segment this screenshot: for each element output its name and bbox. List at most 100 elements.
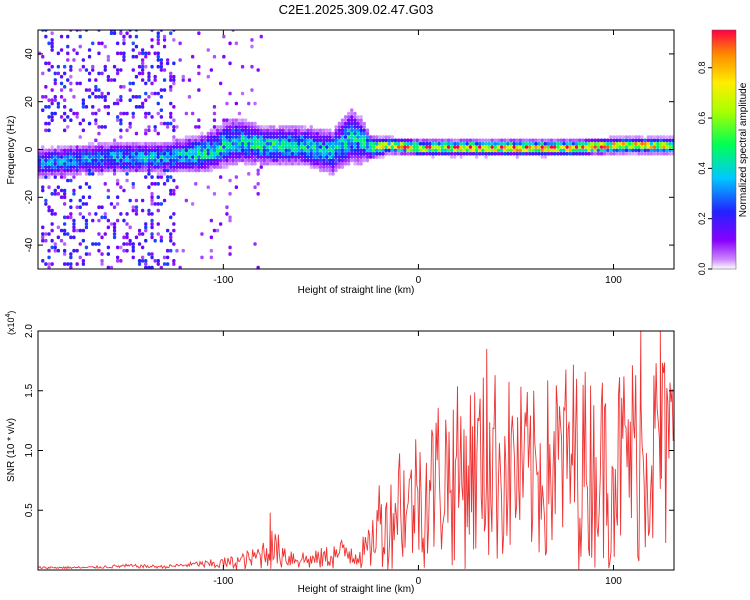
spectrogram-cell [97,218,101,223]
spectrogram-cell [281,148,285,153]
spectrogram-cell [184,168,188,173]
spectrogram-cell [256,155,260,159]
spectrogram-cell [540,141,544,146]
spectrogram-cell [184,135,188,139]
spectrogram-cell [375,151,379,156]
spectrogram-cell [84,165,89,169]
spectrogram-cell [87,78,92,82]
spectrogram-cell [106,265,110,269]
spectrogram-cell [166,148,170,153]
spectrogram-cell [169,158,173,163]
spectrogram-cell [41,172,45,176]
spectrogram-cell [166,145,170,149]
spectrogram-cell [300,155,304,159]
spectrogram-cell [624,141,629,146]
spectrogram-cell [284,141,288,146]
spectrogram-cell [353,128,357,133]
spectrogram-cell [97,88,101,92]
spectrogram-cell [122,38,126,42]
spectrogram-cell [125,178,129,183]
spectrogram-cell [134,208,139,213]
spectrogram-cell [191,161,195,166]
spectrogram-cell [556,141,560,146]
spectrogram-cell [131,151,135,156]
spectrogram-cell [356,161,360,166]
spectrogram-cell [187,158,192,163]
spectrogram-cell [593,141,597,146]
spectrogram-cell [172,161,176,166]
spectrogram-cell [484,148,488,153]
spectrogram-cell [169,101,173,106]
snr-ytick-label: 2.0 [24,324,35,338]
spectrogram-cell [368,138,373,143]
spectrogram-cell [47,121,51,126]
spectrogram-cell [162,168,167,173]
spectrogram-cell [219,151,223,156]
spectrogram-cell [153,148,157,153]
spectrogram-cell [359,158,363,163]
spectrogram-cell [44,262,48,266]
spectrogram-cell [128,141,132,146]
spectrogram-cell [56,64,60,69]
spectrogram-cell [112,225,117,230]
spectrogram-cell [540,151,544,156]
spectrogram-cell [122,151,126,156]
spectrogram-cell [172,61,176,66]
spectrogram-cell [290,135,295,139]
spectrogram-cell [381,138,385,143]
spectrogram-cell [53,212,57,216]
spectrogram-cell [646,145,650,149]
spectrogram-cell [119,128,123,133]
spectrogram-cell [250,135,254,139]
spectrogram-cell [75,151,79,156]
spectrogram-cell [287,155,291,159]
spectrogram-cell [478,138,482,143]
spectrogram-cell [353,148,357,153]
spectrogram-cell [612,151,616,156]
spectrogram-cell [44,61,48,66]
spectrogram-cell [106,78,110,82]
spectrogram-cell [275,148,279,153]
spectrogram-cell [159,151,163,156]
spectrogram-cell [103,165,107,169]
spectrogram-cell [309,131,313,136]
spectrogram-cell [412,141,416,146]
spectrogram-cell [225,135,229,139]
spectrogram-cell [503,138,507,143]
spectrogram-cell [421,138,426,143]
spectrogram-cell [656,148,660,153]
spectrogram-cell [112,64,117,69]
spectrogram-cell [175,138,179,143]
spectrogram-cell [347,128,351,133]
spectrogram-cell [134,198,139,203]
spectrogram-cell [484,151,488,156]
spectrogram-cell [356,131,360,136]
spectrogram-cell [144,98,148,102]
spectrogram-cell [231,135,235,139]
spectrogram-cell [425,151,429,156]
spectrogram-cell [400,141,404,146]
spectrogram-cell [543,145,547,149]
spectrogram-cell [284,125,288,129]
spectrogram-cell [574,148,579,153]
spectrogram-cell [97,158,101,163]
spectrogram-cell [209,161,213,166]
spectrogram-cell [134,44,139,49]
spectrogram-cell [94,242,98,246]
spectrogram-cell [603,148,607,153]
spectrogram-cell [219,125,223,129]
spectrogram-cell [141,255,145,260]
spectrogram-cell [612,135,616,139]
spectrogram-cell [131,255,135,260]
spectrogram-cell [581,145,585,149]
spectrogram-cell [97,95,101,99]
spectrogram-cell [272,138,276,143]
spectrogram-cell [334,155,338,159]
spectrogram-cell [515,155,519,159]
spectrogram-cell [178,155,182,159]
spectrogram-cell [459,151,463,156]
spectrogram-cell [119,151,123,156]
spectrogram-cell [141,141,145,146]
spectrogram-cell [50,98,54,102]
spectrogram-cell [119,118,123,122]
